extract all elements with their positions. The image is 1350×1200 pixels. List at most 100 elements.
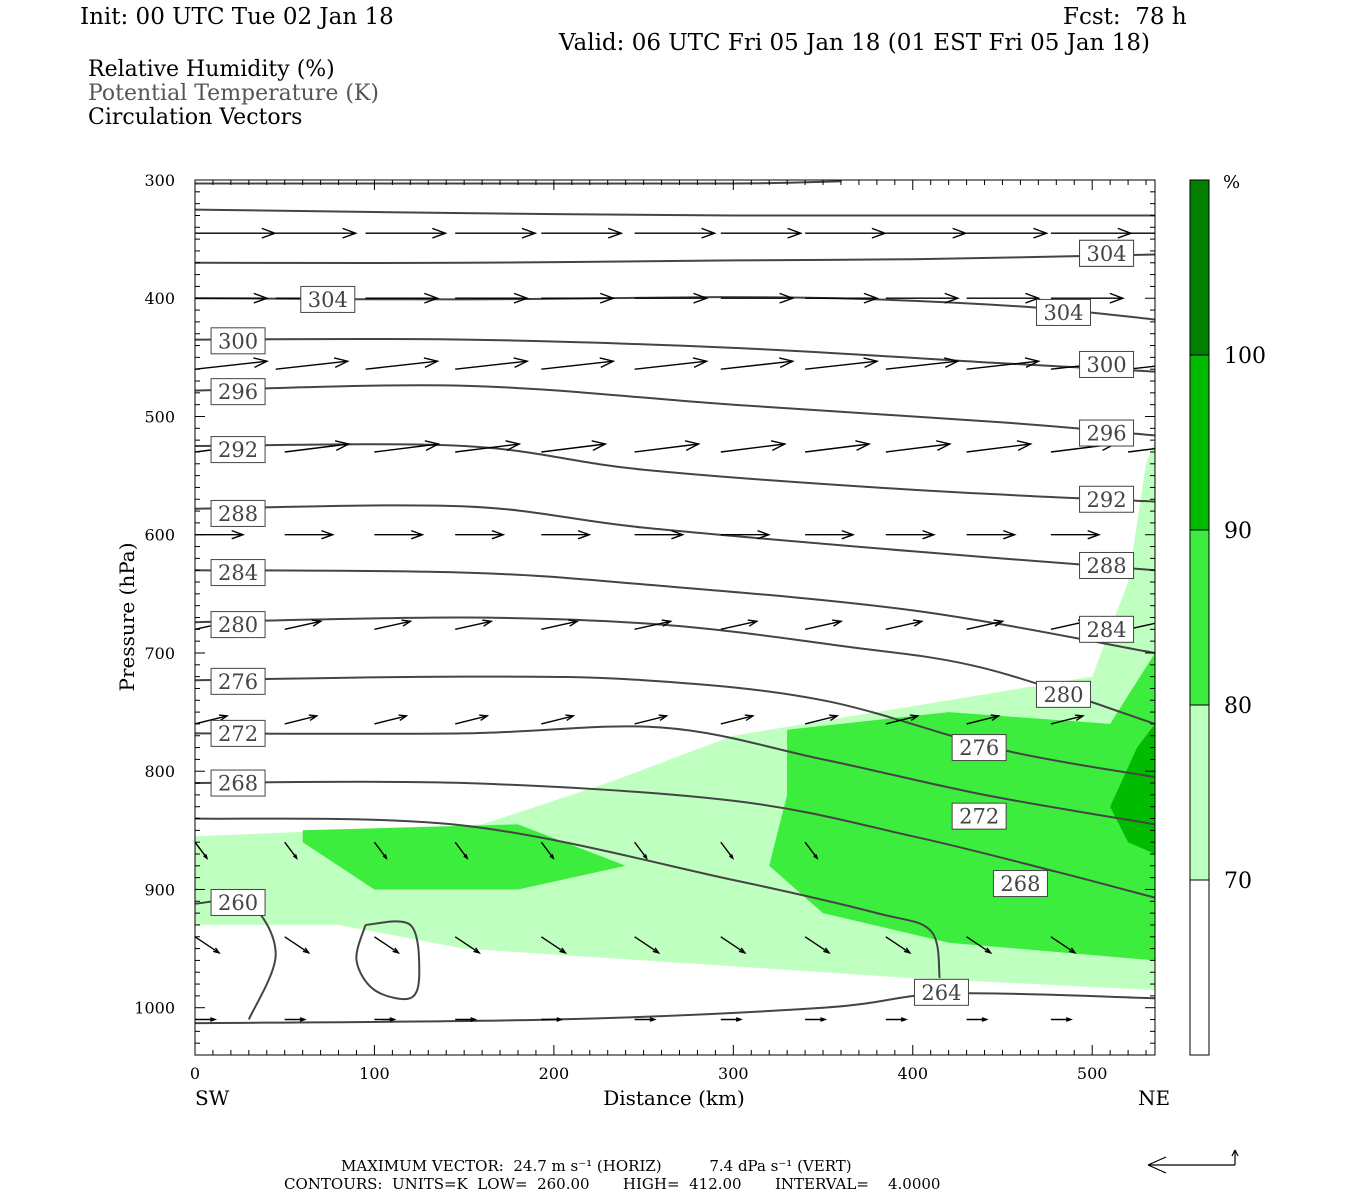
vector-arrow	[455, 714, 490, 725]
contour-label-box	[210, 769, 266, 797]
valid-time: Valid: 06 UTC Fri 05 Jan 18 (01 EST Fri …	[559, 30, 1150, 56]
vector-arrow	[634, 357, 709, 370]
vector-arrow	[284, 529, 335, 540]
theta-contour-292	[195, 443, 1155, 503]
contour-label-296: 296	[210, 378, 266, 406]
contour-label-box	[1079, 239, 1135, 267]
theta-contour-288	[195, 504, 1155, 572]
x-tick-label: 0	[190, 1064, 200, 1083]
vector-arrow	[720, 619, 759, 630]
theta-contour-268	[195, 780, 1155, 899]
contour-label-292: 292	[1079, 485, 1135, 513]
theta-contour-260	[355, 920, 421, 1001]
colorbar-segment	[1190, 355, 1209, 530]
legend-circulation-vectors: Circulation Vectors	[88, 105, 303, 130]
contour-label-box	[1079, 615, 1135, 643]
x-tick-label: 300	[718, 1064, 749, 1083]
y-tick-label: 300	[144, 171, 175, 190]
vector-arrow	[804, 841, 819, 860]
vector-arrow	[804, 619, 844, 630]
vector-arrow	[195, 227, 278, 239]
vector-arrow	[195, 292, 270, 304]
x-tick-label: 100	[359, 1064, 390, 1083]
footer-contour-info: CONTOURS: UNITS=K LOW= 260.00 HIGH= 412.…	[284, 1175, 941, 1193]
vector-arrow	[720, 936, 747, 954]
x-tick-label: 200	[539, 1064, 570, 1083]
vector-arrow	[455, 529, 506, 540]
contour-label-box	[210, 327, 266, 355]
vector-arrow	[634, 936, 661, 954]
contour-label-box	[300, 285, 356, 313]
contour-label-268: 268	[210, 769, 266, 797]
contour-label-264: 264	[913, 978, 969, 1006]
contour-label-text: 268	[1000, 872, 1040, 896]
contour-label-288: 288	[210, 499, 266, 527]
contour-label-box	[992, 870, 1048, 898]
contour-label-text: 264	[921, 981, 961, 1005]
colorbar-label: 70	[1224, 869, 1252, 894]
vector-arrow	[966, 529, 1017, 540]
theta-contour-264	[195, 817, 941, 979]
vector-arrow	[1128, 232, 1155, 234]
contour-label-272: 272	[210, 719, 266, 747]
colorbar-segment	[1190, 180, 1209, 355]
contour-label-296: 296	[1079, 419, 1135, 447]
vector-arrow	[720, 841, 735, 860]
vector-arrow	[284, 619, 323, 630]
vector-arrow	[805, 292, 880, 304]
vector-arrow	[805, 357, 880, 370]
vector-arrow	[634, 440, 701, 453]
vector-arrow	[966, 1017, 989, 1022]
colorbar-segment	[1190, 705, 1209, 880]
contour-label-300: 300	[210, 327, 266, 355]
contour-label-box	[210, 888, 266, 916]
legend-relative-humidity: Relative Humidity (%)	[88, 57, 335, 82]
vector-arrow	[966, 292, 1041, 304]
vector-arrow	[541, 357, 616, 370]
vector-arrow	[1050, 936, 1077, 954]
contour-label-text: 300	[1087, 353, 1127, 377]
vector-arrow	[805, 227, 888, 239]
contour-label-box	[1035, 680, 1091, 708]
contour-label-text: 280	[1043, 683, 1083, 707]
vector-arrow	[541, 440, 608, 453]
contour-label-box	[913, 978, 969, 1006]
contour-label-text: 284	[218, 561, 258, 585]
theta-contour-300	[195, 337, 1155, 373]
vector-arrow	[284, 841, 298, 860]
colorbar-label: 80	[1224, 694, 1252, 719]
colorbar-unit: %	[1223, 172, 1240, 193]
vector-arrow	[720, 1017, 743, 1022]
vector-arrow	[634, 292, 709, 304]
vector-arrow	[720, 227, 803, 239]
contour-label-text: 284	[1087, 618, 1127, 642]
contour-label-text: 268	[218, 772, 258, 796]
contour-label-box	[1079, 485, 1135, 513]
vector-arrow	[885, 936, 912, 954]
contour-label-304: 304	[1079, 239, 1135, 267]
contour-label-300: 300	[1079, 350, 1135, 378]
vector-arrow	[885, 227, 968, 239]
contour-label-272: 272	[951, 802, 1007, 830]
contour-label-304: 304	[300, 285, 356, 313]
contour-label-284: 284	[210, 559, 266, 587]
vector-arrow	[455, 357, 530, 370]
theta-contour-264	[195, 992, 1155, 1025]
theta-contour-304	[195, 253, 1155, 264]
contour-label-text: 296	[218, 380, 258, 404]
contour-label-text: 304	[1087, 242, 1127, 266]
vector-arrow	[720, 292, 795, 304]
vector-arrow	[885, 440, 952, 453]
vector-arrow	[634, 227, 717, 239]
x-axis-title: Distance (km)	[603, 1086, 745, 1110]
contour-label-276: 276	[951, 734, 1007, 762]
colorbar-segment	[1190, 530, 1209, 705]
x-endpoint-right: NE	[1138, 1086, 1170, 1110]
contour-label-260: 260	[210, 888, 266, 916]
vector-arrow	[365, 292, 440, 304]
vector-arrow	[966, 936, 993, 954]
x-tick-label: 500	[1077, 1064, 1108, 1083]
vector-arrow	[1128, 365, 1155, 370]
y-tick-label: 900	[144, 880, 175, 899]
vector-arrow	[195, 936, 221, 954]
